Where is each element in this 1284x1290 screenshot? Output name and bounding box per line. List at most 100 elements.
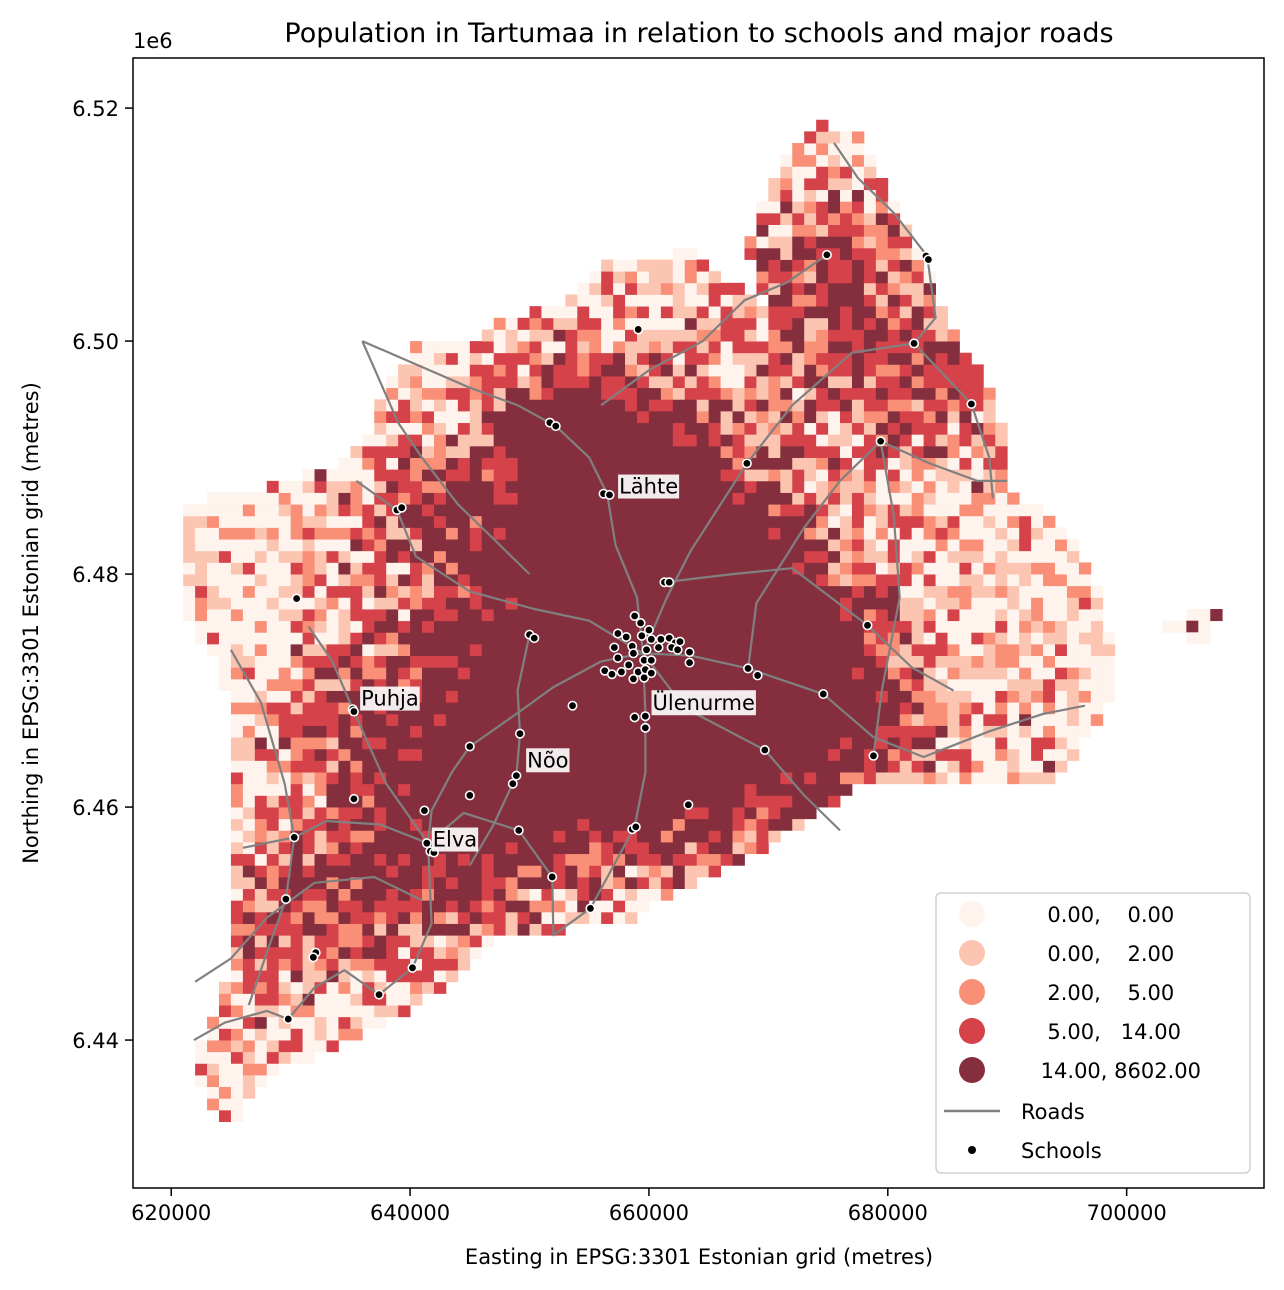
y-offset-label: 1e6 [133,29,173,53]
population-cell [469,935,483,948]
population-cell [947,492,960,505]
population-cell [445,585,459,598]
population-cell [851,306,865,319]
population-cell [935,387,948,400]
population-cell [457,422,471,435]
population-cell [278,923,292,936]
population-cell [1054,702,1068,715]
population-cell [863,376,877,389]
population-cell [350,946,363,959]
population-cell [529,329,542,342]
population-cell [266,713,280,726]
population-cell [768,713,781,726]
population-cell [625,399,638,412]
population-cell [816,410,829,424]
population-cell [720,457,733,470]
population-cell [410,364,423,377]
population-cell [923,434,936,447]
population-cell [971,585,984,598]
population-cell [959,434,972,447]
population-cell [971,702,984,715]
population-cell [469,410,483,424]
population-cell [1019,550,1032,563]
population-cell [398,935,411,948]
population-cell [851,376,865,389]
population-cell [780,632,793,645]
population-cell [851,609,865,622]
population-cell [433,527,447,540]
population-cell [505,352,518,365]
population-cell [493,492,507,505]
population-cell [326,585,339,598]
population-cell [433,492,447,505]
population-cell [828,306,841,319]
population-cell [529,865,542,878]
population-cell [780,177,793,191]
population-cell [183,504,196,517]
population-cell [744,410,757,424]
school-marker [629,611,640,622]
population-cell [672,865,686,878]
population-cell [601,795,614,808]
population-cell [625,737,638,750]
population-cell [290,492,303,505]
population-cell [732,760,745,773]
population-cell [517,585,530,598]
population-cell [362,609,375,622]
population-cell [863,317,877,330]
population-cell [386,469,399,482]
population-cell [625,597,638,610]
population-cell [840,341,853,354]
population-cell [302,492,315,505]
population-cell [577,550,590,563]
population-cell [601,585,614,598]
population-cell [672,259,686,272]
population-cell [278,946,292,959]
population-cell [672,737,686,750]
population-cell [1043,713,1056,726]
population-cell [720,445,733,458]
place-label-background [431,827,479,852]
population-cell [242,643,256,657]
population-cell [804,655,817,668]
population-cell [266,760,280,773]
population-cell [935,737,948,750]
population-cell [935,329,948,342]
population-cell [780,294,793,307]
population-cell [517,317,530,330]
population-cell [792,702,805,715]
population-cell [816,352,829,365]
population-cell [290,678,303,691]
population-cell [481,329,495,342]
population-cell [792,376,805,389]
population-cell [505,876,518,890]
population-cell [732,783,745,796]
population-cell [338,935,351,948]
population-cell [410,399,423,412]
population-cell [613,609,626,622]
population-cell [1007,620,1020,633]
population-cell [935,539,948,552]
population-cell [433,690,447,703]
population-cell [302,527,315,540]
population-cell [720,678,733,691]
population-cell [732,329,745,342]
population-cell [326,993,339,1006]
population-grid [183,119,1223,1122]
population-cell [445,422,459,435]
school-marker [818,689,829,700]
population-cell [1043,585,1056,598]
population-cell [517,422,530,435]
population-cell [433,807,447,820]
population-cell [613,748,626,761]
population-cell [398,725,411,738]
population-cell [732,609,745,622]
population-cell [995,434,1008,447]
population-cell [983,574,996,587]
population-cell [290,527,303,540]
population-cell [410,376,423,389]
population-cell [338,748,351,761]
population-cell [971,574,984,587]
population-cell [601,387,614,400]
population-cell [935,306,948,319]
